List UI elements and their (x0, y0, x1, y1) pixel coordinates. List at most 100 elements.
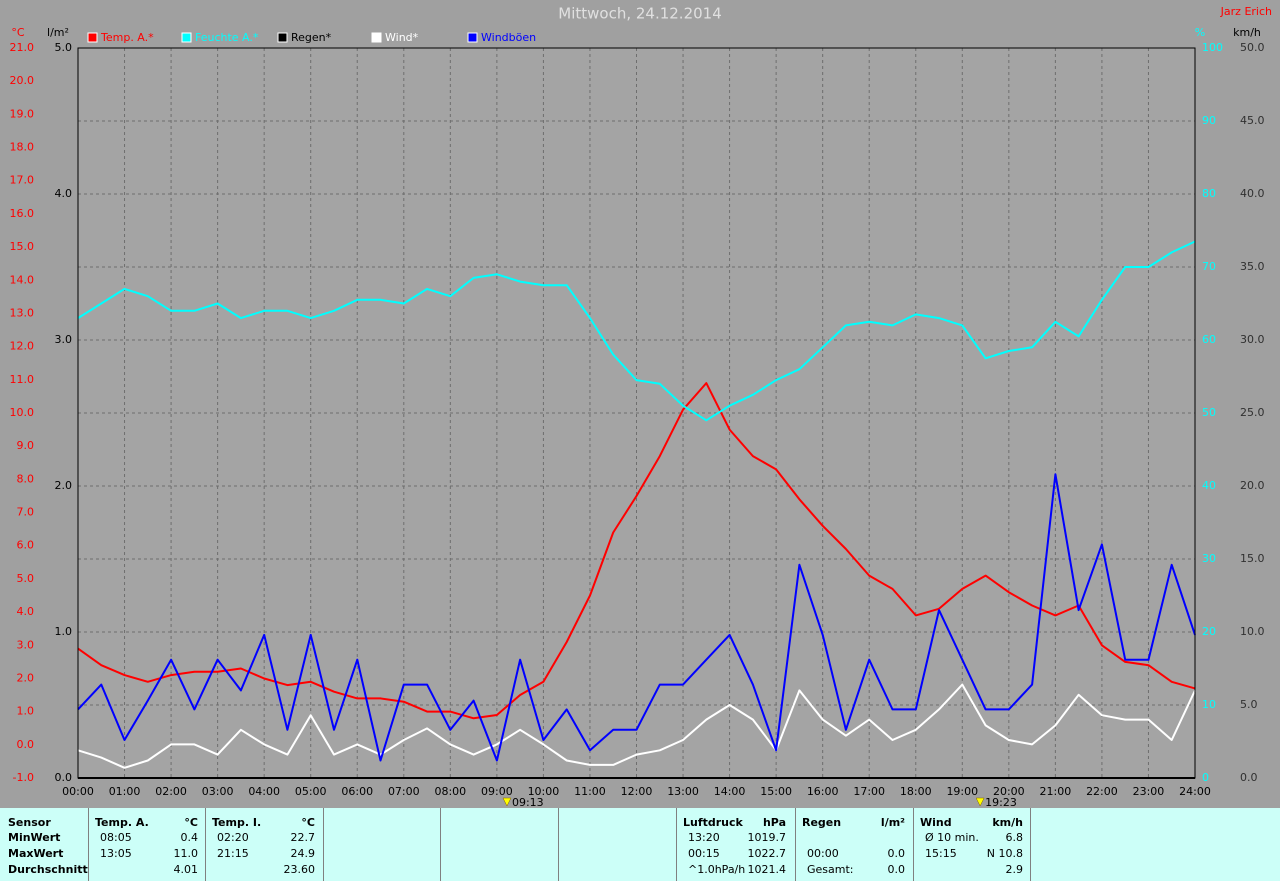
y4ticks-label: 0.0 (1240, 771, 1258, 784)
yticks-label: 0.0 (17, 738, 35, 751)
x-tick-label: 10:00 (528, 785, 560, 798)
x-tick-label: 00:00 (62, 785, 94, 798)
x-tick-label: 21:00 (1040, 785, 1072, 798)
series-line (77, 240, 1196, 422)
yticks-label: 9.0 (17, 439, 35, 452)
y4-unit: km/h (1233, 26, 1261, 39)
cell-time: 15:15 (925, 847, 957, 860)
group-title: Luftdruck (683, 816, 743, 829)
legend-label: Windböen (481, 31, 536, 44)
annotation-marker (502, 797, 512, 807)
column-divider (913, 808, 914, 881)
yticks-label: 4.0 (17, 605, 35, 618)
annotation-marker (975, 797, 985, 807)
y4ticks-label: 20.0 (1240, 479, 1265, 492)
yticks-label: 15.0 (10, 240, 35, 253)
x-tick-label: 06:00 (341, 785, 373, 798)
y4ticks-label: 40.0 (1240, 187, 1265, 200)
x-tick-label: 19:00 (946, 785, 978, 798)
plot-border (77, 47, 1196, 779)
cell-value: 11.0 (173, 847, 199, 860)
cell-value: 6.8 (1005, 831, 1024, 844)
row-label: Durchschnitt (8, 863, 88, 876)
y4ticks-label: 25.0 (1240, 406, 1265, 419)
legend-swatch (371, 32, 382, 43)
x-tick-label: 01:00 (109, 785, 141, 798)
column-divider (205, 808, 206, 881)
y-unit: °C (11, 26, 25, 39)
x-tick-label: 04:00 (248, 785, 280, 798)
row-label: Sensor (8, 816, 51, 829)
x-tick-label: 08:00 (434, 785, 466, 798)
x-tick-label: 14:00 (714, 785, 746, 798)
cell-value: 0.0 (887, 863, 906, 876)
cell-value: 1022.7 (747, 847, 787, 860)
cell-value: 24.9 (290, 847, 316, 860)
y2ticks-label: 0.0 (55, 771, 73, 784)
x-tick-label: 03:00 (202, 785, 234, 798)
author: Jarz Erich (1220, 5, 1272, 18)
y2-unit: l/m² (47, 26, 69, 39)
y4ticks-label: 30.0 (1240, 333, 1265, 346)
legend-label: Regen* (291, 31, 332, 44)
yticks-label: 20.0 (10, 74, 35, 87)
cell-value: 2.9 (1005, 863, 1024, 876)
chart: Mittwoch, 24.12.2014 Jarz Erich °C l/m² … (10, 5, 1273, 809)
annotation-label: 09:13 (512, 796, 544, 808)
x-tick-label: 11:00 (574, 785, 606, 798)
column-divider (676, 808, 677, 881)
x-tick-label: 23:00 (1133, 785, 1165, 798)
series-line (77, 382, 1196, 720)
x-tick-label: 18:00 (900, 785, 932, 798)
y2ticks-label: 5.0 (55, 41, 73, 54)
column-divider (88, 808, 89, 881)
y3ticks-label: 100 (1202, 41, 1223, 54)
x-tick-label: 09:00 (481, 785, 513, 798)
cell-time: ^1.0hPa/h (688, 863, 746, 876)
y2ticks-label: 2.0 (55, 479, 73, 492)
y3ticks-label: 70 (1202, 260, 1216, 273)
y2ticks-label: 4.0 (55, 187, 73, 200)
legend-swatch (467, 32, 478, 43)
legend-swatch (277, 32, 288, 43)
cell-time: 08:05 (100, 831, 132, 844)
y2ticks-label: 1.0 (55, 625, 73, 638)
cell-time: 13:05 (100, 847, 132, 860)
cell-value: 4.01 (173, 863, 199, 876)
group-unit: °C (184, 816, 198, 829)
x-tick-label: 12:00 (621, 785, 653, 798)
cell-value: N 10.8 (986, 847, 1023, 860)
yticks-label: -1.0 (13, 771, 34, 784)
y4ticks-label: 5.0 (1240, 698, 1258, 711)
column-divider (1030, 808, 1031, 881)
y4ticks-label: 45.0 (1240, 114, 1265, 127)
yticks-label: 3.0 (17, 638, 35, 651)
chart-title: Mittwoch, 24.12.2014 (558, 5, 722, 23)
x-tick-label: 20:00 (993, 785, 1025, 798)
y3ticks-label: 50 (1202, 406, 1216, 419)
legend-label: Feuchte A.* (195, 31, 259, 44)
cell-time: Gesamt: (807, 863, 854, 876)
yticks-label: 13.0 (10, 306, 35, 319)
yticks-label: 5.0 (17, 572, 35, 585)
group-unit: °C (301, 816, 315, 829)
yticks-label: 19.0 (10, 107, 35, 120)
cell-time: Ø 10 min. (925, 831, 979, 844)
yticks-label: 7.0 (17, 506, 35, 519)
y3ticks-label: 60 (1202, 333, 1216, 346)
cell-time: 21:15 (217, 847, 249, 860)
y4ticks-label: 35.0 (1240, 260, 1265, 273)
column-divider (558, 808, 559, 881)
yticks-label: 1.0 (17, 705, 35, 718)
cell-time: 00:15 (688, 847, 720, 860)
group-title: Regen (802, 816, 842, 829)
annotation-label: 19:23 (985, 796, 1017, 808)
legend-label: Temp. A.* (100, 31, 154, 44)
yticks-label: 6.0 (17, 539, 35, 552)
group-unit: km/h (992, 816, 1023, 829)
y3ticks-label: 40 (1202, 479, 1216, 492)
x-tick-label: 16:00 (807, 785, 839, 798)
yticks-label: 16.0 (10, 207, 35, 220)
y2ticks-label: 3.0 (55, 333, 73, 346)
